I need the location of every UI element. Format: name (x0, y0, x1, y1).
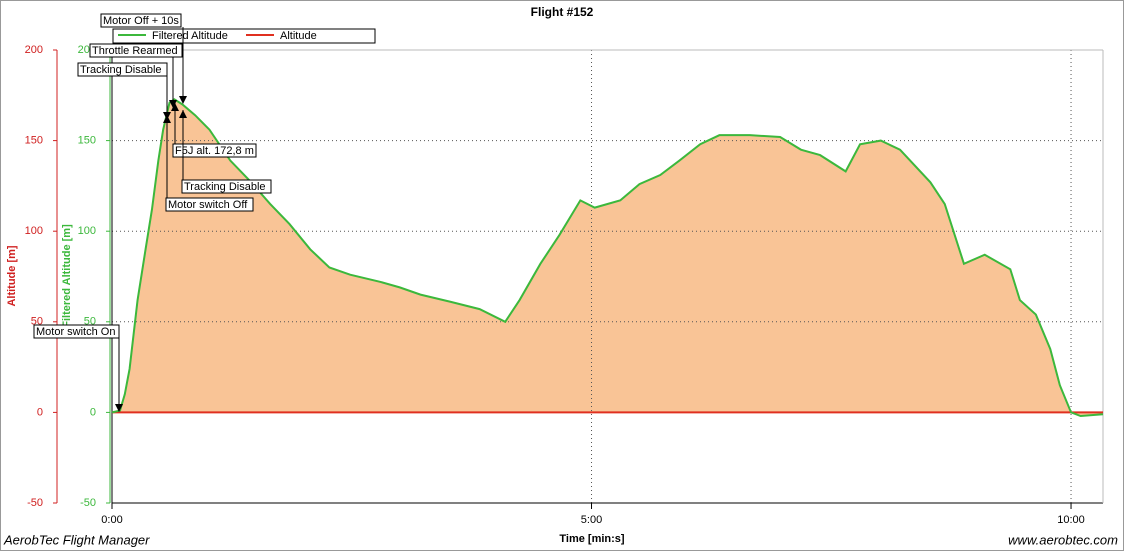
x-tick-label: 10:00 (1057, 514, 1085, 526)
y-axis-label: Altitude [m] (6, 245, 18, 306)
annotation-label: Motor switch Off (168, 199, 248, 211)
annotation-label: Tracking Disable (80, 64, 162, 76)
y-tick-label: 0 (37, 406, 43, 418)
y2-tick-label: 100 (78, 225, 96, 237)
annotation-marker (171, 103, 179, 111)
annotation-label: Motor switch On (36, 326, 115, 338)
legend-label: Filtered Altitude (152, 30, 228, 42)
annotation-box (89, 43, 183, 58)
footer-right: www.aerobtec.com (1008, 532, 1118, 547)
legend-box (112, 28, 376, 44)
annotation-label: Throttle Rearmed (92, 45, 178, 57)
annotation-marker (163, 115, 171, 123)
x-tick-label: 0:00 (101, 514, 122, 526)
legend-label: Altitude (280, 30, 317, 42)
x-tick-label: 5:00 (581, 514, 602, 526)
annotation-box (181, 179, 272, 194)
y2-tick-label: -50 (80, 497, 96, 509)
annotation-box (100, 13, 182, 28)
annotation-marker (179, 96, 187, 104)
annotation-box (33, 324, 120, 339)
annotation-marker (169, 100, 177, 108)
annotation-box (165, 197, 254, 212)
y-tick-label: 100 (25, 225, 43, 237)
area (112, 99, 1103, 417)
annotation-box (77, 62, 168, 77)
annotation-marker (179, 110, 187, 118)
y2-axis-label: Filtered Altitude [m] (61, 224, 73, 328)
annotation-label: F5J alt. 172,8 m (175, 145, 254, 157)
x-axis-label: Time [min:s] (559, 533, 625, 545)
y2-tick-label: 0 (90, 406, 96, 418)
annotation-marker (115, 404, 123, 412)
y2-tick-label: 150 (78, 135, 96, 147)
y-tick-label: 150 (25, 135, 43, 147)
annotation-label: Tracking Disable (184, 181, 266, 193)
annotation-label: Motor Off + 10s (103, 15, 179, 27)
annotation-box (172, 143, 257, 158)
chart-title: Flight #152 (531, 5, 594, 19)
y-tick-label: 200 (25, 44, 43, 56)
footer-left: AerobTec Flight Manager (3, 532, 150, 547)
y-tick-label: -50 (27, 497, 43, 509)
